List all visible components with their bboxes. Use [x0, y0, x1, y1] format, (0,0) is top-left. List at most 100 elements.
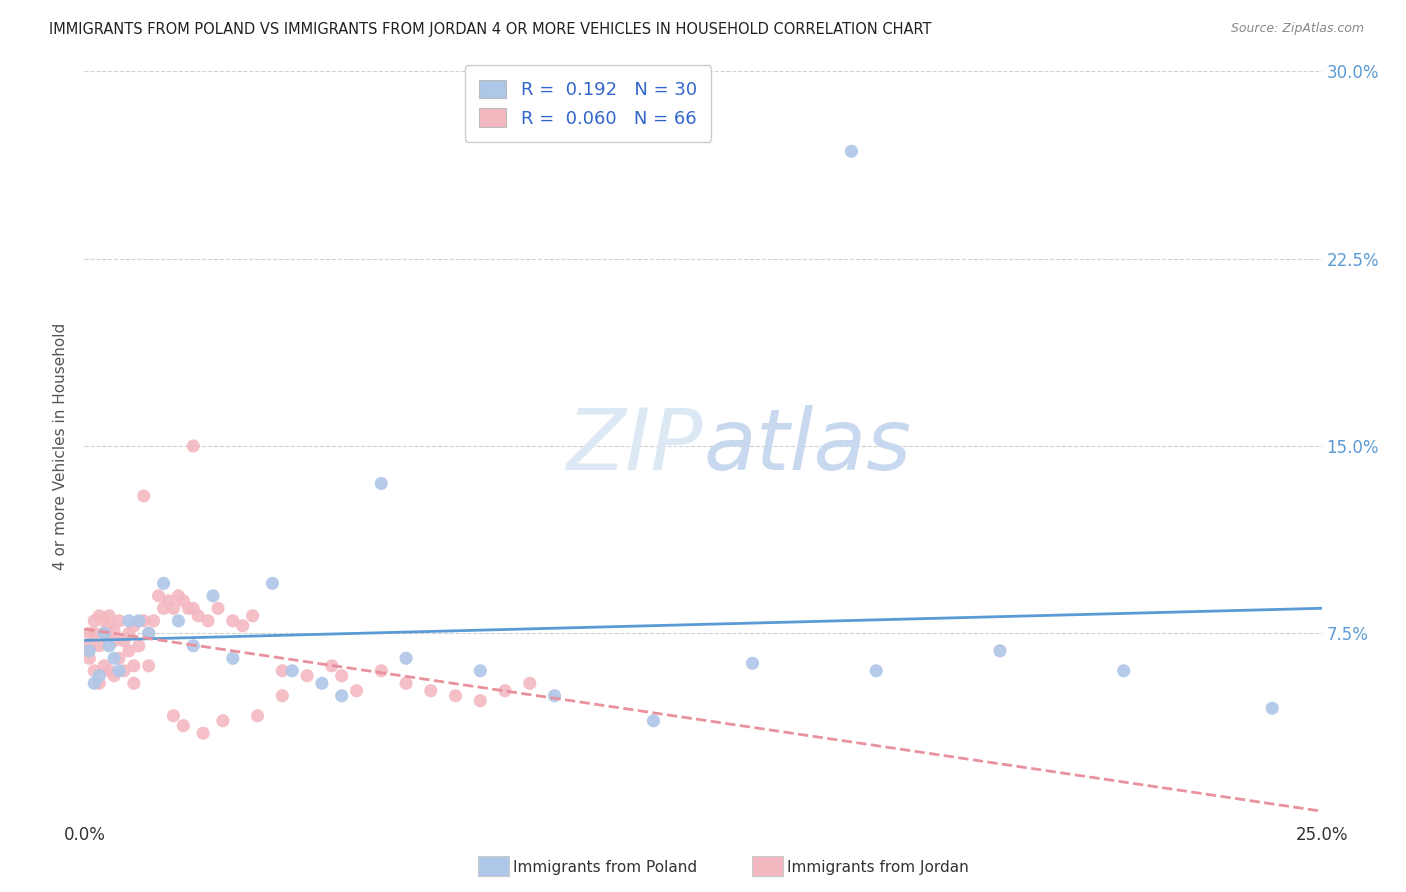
Point	[128, 639, 150, 653]
Point	[191, 726, 214, 740]
Text: Immigrants from Poland: Immigrants from Poland	[513, 860, 697, 874]
Point	[93, 614, 115, 628]
Point	[370, 664, 392, 678]
Point	[395, 676, 418, 690]
Point	[108, 614, 131, 628]
Point	[222, 614, 245, 628]
Point	[118, 644, 141, 658]
Point	[167, 614, 190, 628]
Point	[177, 601, 200, 615]
Point	[232, 619, 254, 633]
Point	[79, 626, 101, 640]
Point	[142, 614, 165, 628]
Point	[202, 589, 225, 603]
Point	[330, 689, 353, 703]
Point	[321, 658, 343, 673]
Point	[470, 664, 492, 678]
Point	[98, 608, 121, 623]
Point	[79, 651, 101, 665]
Point	[79, 639, 101, 653]
Point	[83, 626, 105, 640]
Point	[98, 664, 121, 678]
Point	[103, 669, 125, 683]
Point	[643, 714, 665, 728]
Point	[181, 439, 204, 453]
Point	[172, 594, 194, 608]
Point	[89, 608, 111, 623]
Point	[1261, 701, 1284, 715]
Point	[122, 676, 145, 690]
Point	[444, 689, 467, 703]
Point	[281, 664, 304, 678]
Text: ZIP: ZIP	[567, 404, 703, 488]
Point	[865, 664, 887, 678]
Point	[108, 651, 131, 665]
Point	[172, 719, 194, 733]
Point	[242, 608, 264, 623]
Point	[207, 601, 229, 615]
Point	[112, 664, 135, 678]
Point	[271, 689, 294, 703]
Point	[122, 658, 145, 673]
Text: Immigrants from Jordan: Immigrants from Jordan	[787, 860, 969, 874]
Y-axis label: 4 or more Vehicles in Household: 4 or more Vehicles in Household	[53, 322, 69, 570]
Point	[162, 708, 184, 723]
Point	[162, 601, 184, 615]
Point	[741, 657, 763, 671]
Point	[118, 614, 141, 628]
Point	[89, 676, 111, 690]
Point	[93, 658, 115, 673]
Point	[262, 576, 284, 591]
Point	[330, 669, 353, 683]
Point	[98, 639, 121, 653]
Point	[988, 644, 1011, 658]
Point	[197, 614, 219, 628]
Text: IMMIGRANTS FROM POLAND VS IMMIGRANTS FROM JORDAN 4 OR MORE VEHICLES IN HOUSEHOLD: IMMIGRANTS FROM POLAND VS IMMIGRANTS FRO…	[49, 22, 932, 37]
Point	[311, 676, 333, 690]
Point	[543, 689, 565, 703]
Point	[93, 626, 115, 640]
Text: atlas: atlas	[703, 404, 911, 488]
Point	[494, 683, 516, 698]
Point	[98, 619, 121, 633]
Point	[222, 651, 245, 665]
Point	[841, 145, 863, 159]
Point	[148, 589, 170, 603]
Point	[83, 614, 105, 628]
Point	[83, 676, 105, 690]
Point	[187, 608, 209, 623]
Point	[128, 614, 150, 628]
Point	[93, 626, 115, 640]
Point	[152, 601, 174, 615]
Point	[167, 589, 190, 603]
Point	[152, 576, 174, 591]
Point	[79, 644, 101, 658]
Point	[212, 714, 235, 728]
Point	[419, 683, 441, 698]
Point	[138, 658, 160, 673]
Point	[103, 624, 125, 638]
Point	[470, 694, 492, 708]
Point	[103, 633, 125, 648]
Point	[118, 626, 141, 640]
Point	[83, 664, 105, 678]
Point	[108, 664, 131, 678]
Point	[181, 639, 204, 653]
Point	[112, 633, 135, 648]
Point	[138, 626, 160, 640]
Point	[138, 626, 160, 640]
Legend: R =  0.192   N = 30, R =  0.060   N = 66: R = 0.192 N = 30, R = 0.060 N = 66	[464, 65, 711, 142]
Point	[519, 676, 541, 690]
Point	[89, 639, 111, 653]
Point	[1112, 664, 1135, 678]
Point	[346, 683, 368, 698]
Point	[271, 664, 294, 678]
Point	[246, 708, 269, 723]
Point	[370, 476, 392, 491]
Point	[395, 651, 418, 665]
Point	[89, 669, 111, 683]
Point	[132, 489, 155, 503]
Point	[122, 619, 145, 633]
Point	[157, 594, 180, 608]
Point	[295, 669, 318, 683]
